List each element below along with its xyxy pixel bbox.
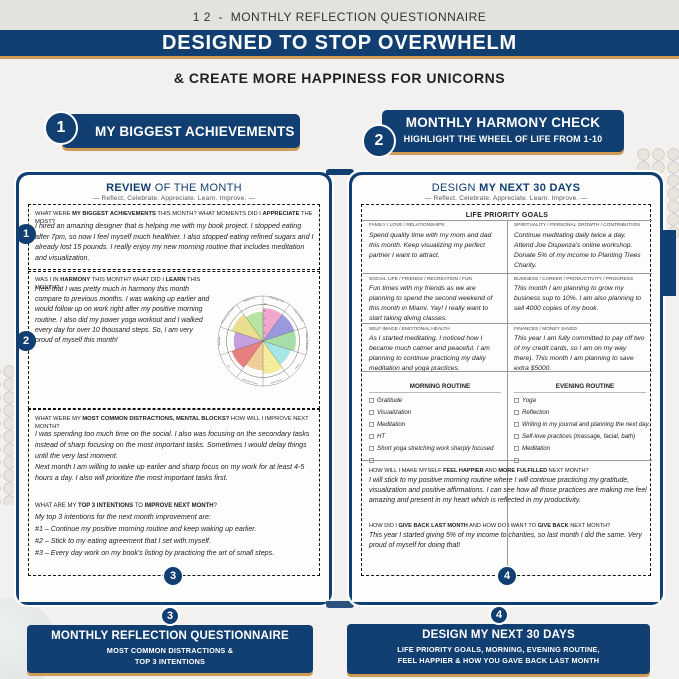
svg-text:Social Life/ Friends: Social Life/ Friends bbox=[293, 308, 305, 322]
svg-text:Healthy/ Living: Healthy/ Living bbox=[243, 296, 255, 303]
svg-text:Finance: Finance bbox=[295, 363, 300, 369]
svg-text:Personal Growth/ Purpose: Personal Growth/ Purpose bbox=[220, 306, 235, 325]
svg-text:Relationship/ Love: Relationship/ Love bbox=[269, 296, 284, 303]
svg-text:Professional/ Progress: Professional/ Progress bbox=[305, 332, 308, 350]
svg-text:Social/ Culture: Social/ Culture bbox=[270, 378, 282, 384]
svg-text:Generosity/ Charity: Generosity/ Charity bbox=[242, 378, 258, 386]
svg-text:Spirituality: Spirituality bbox=[218, 337, 221, 345]
svg-text:100: 100 bbox=[264, 303, 267, 305]
